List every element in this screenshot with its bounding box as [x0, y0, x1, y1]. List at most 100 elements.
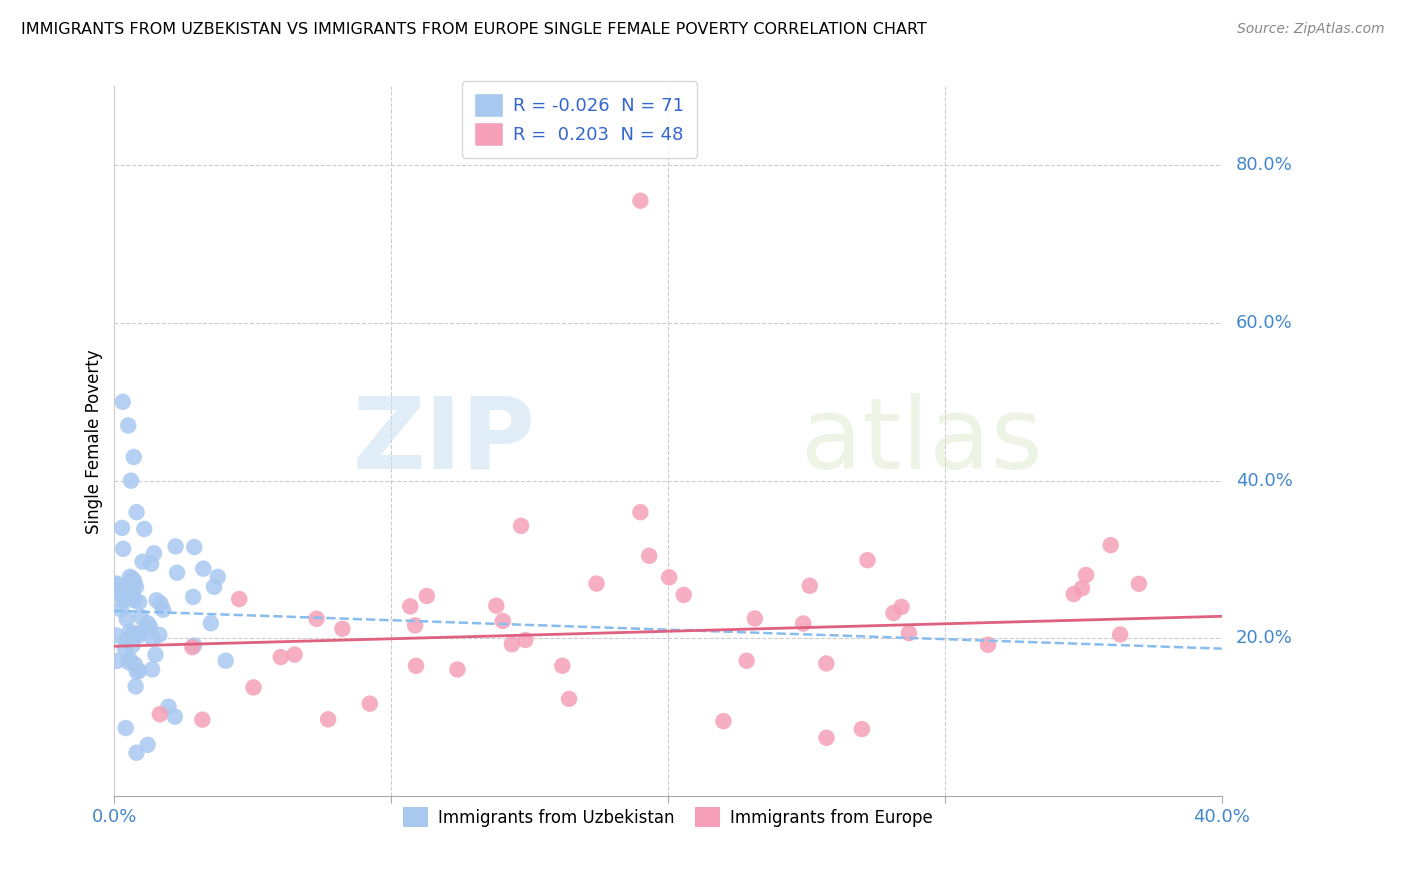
Point — [638, 549, 661, 563]
Point — [145, 593, 167, 607]
Point — [713, 714, 735, 728]
Point — [142, 632, 165, 646]
Point — [143, 546, 166, 560]
Point — [128, 628, 150, 642]
Point — [125, 580, 148, 594]
Point — [124, 680, 146, 694]
Point — [191, 713, 214, 727]
Point — [145, 648, 167, 662]
Point — [815, 657, 838, 671]
Point — [104, 577, 127, 591]
Point — [115, 612, 138, 626]
Point — [120, 474, 142, 488]
Point — [149, 707, 172, 722]
Point — [122, 450, 145, 464]
Point — [152, 603, 174, 617]
Point — [108, 584, 131, 599]
Point — [136, 738, 159, 752]
Text: IMMIGRANTS FROM UZBEKISTAN VS IMMIGRANTS FROM EUROPE SINGLE FEMALE POVERTY CORRE: IMMIGRANTS FROM UZBEKISTAN VS IMMIGRANTS… — [21, 22, 927, 37]
Point — [111, 394, 134, 409]
Point — [316, 712, 339, 726]
Point — [193, 561, 215, 575]
Point — [399, 599, 422, 614]
Point — [977, 638, 1000, 652]
Point — [585, 576, 607, 591]
Point — [111, 521, 134, 535]
Point — [856, 553, 879, 567]
Point — [1063, 587, 1085, 601]
Point — [127, 627, 149, 641]
Point — [105, 628, 128, 642]
Point — [270, 650, 292, 665]
Point — [105, 576, 128, 591]
Point — [200, 616, 222, 631]
Point — [125, 665, 148, 679]
Point — [515, 632, 537, 647]
Point — [117, 418, 139, 433]
Point — [207, 570, 229, 584]
Point — [485, 599, 508, 613]
Point — [735, 654, 758, 668]
Point — [1071, 581, 1094, 595]
Point — [165, 540, 187, 554]
Point — [118, 656, 141, 670]
Point — [202, 580, 225, 594]
Point — [134, 621, 156, 635]
Point — [114, 641, 136, 656]
Point — [139, 557, 162, 571]
Point — [107, 582, 129, 597]
Point — [105, 654, 128, 668]
Point — [122, 627, 145, 641]
Point — [792, 616, 814, 631]
Point — [1109, 627, 1132, 641]
Text: 60.0%: 60.0% — [1236, 314, 1292, 332]
Point — [181, 590, 204, 604]
Point — [112, 541, 135, 556]
Point — [120, 574, 142, 589]
Point — [131, 555, 153, 569]
Point — [129, 609, 152, 624]
Point — [305, 612, 328, 626]
Point — [492, 614, 515, 628]
Point — [128, 595, 150, 609]
Point — [672, 588, 695, 602]
Point — [815, 731, 838, 745]
Point — [118, 652, 141, 666]
Point — [183, 540, 205, 554]
Point — [332, 622, 354, 636]
Point — [1074, 568, 1097, 582]
Point — [118, 570, 141, 584]
Point — [242, 681, 264, 695]
Point — [114, 588, 136, 602]
Point — [141, 662, 163, 676]
Point — [125, 746, 148, 760]
Point — [405, 658, 427, 673]
Point — [215, 654, 238, 668]
Point — [882, 606, 904, 620]
Point — [104, 582, 127, 597]
Point — [181, 640, 204, 655]
Point — [1128, 577, 1150, 591]
Point — [148, 628, 170, 642]
Point — [112, 593, 135, 607]
Point — [799, 579, 821, 593]
Point — [166, 566, 188, 580]
Point — [658, 570, 681, 584]
Point — [124, 574, 146, 589]
Point — [121, 638, 143, 652]
Point — [628, 194, 651, 208]
Point — [446, 663, 468, 677]
Point — [1099, 538, 1122, 552]
Text: 80.0%: 80.0% — [1236, 156, 1292, 174]
Point — [110, 602, 132, 616]
Point — [139, 620, 162, 634]
Point — [404, 618, 426, 632]
Point — [124, 593, 146, 607]
Point — [551, 658, 574, 673]
Text: 20.0%: 20.0% — [1236, 630, 1292, 648]
Point — [157, 699, 180, 714]
Point — [124, 626, 146, 640]
Y-axis label: Single Female Poverty: Single Female Poverty — [86, 349, 103, 533]
Text: Source: ZipAtlas.com: Source: ZipAtlas.com — [1237, 22, 1385, 37]
Text: atlas: atlas — [801, 392, 1043, 490]
